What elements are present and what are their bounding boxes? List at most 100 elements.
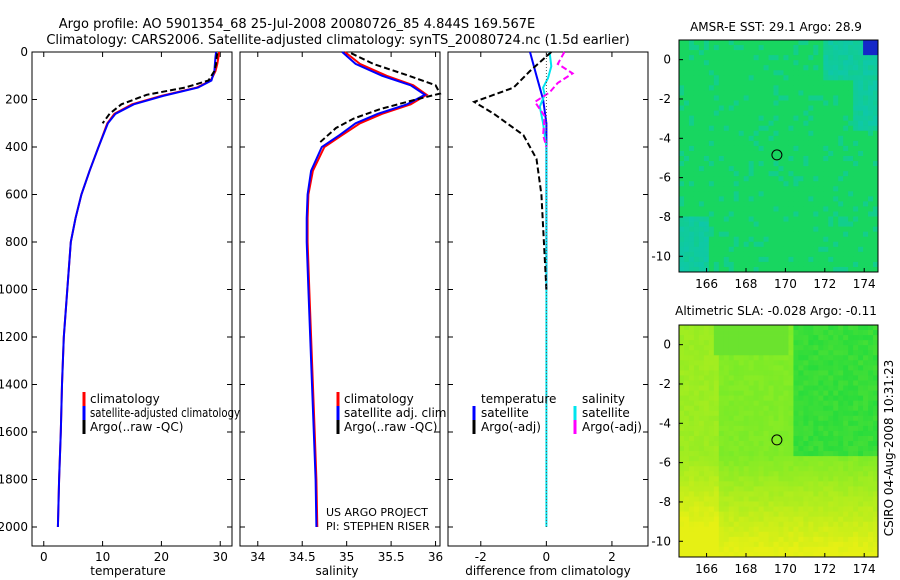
heatmap-cell [679,546,685,553]
salinity-lines [305,51,442,528]
heatmap-cell [823,481,829,487]
heatmap-cell [698,135,705,142]
heatmap-cell [843,95,849,101]
heatmap-cell [748,156,755,162]
heatmap-cell [853,65,859,71]
heatmap-cell [798,266,804,273]
heatmap-cell [788,446,794,452]
heatmap-cell [798,395,804,402]
heatmap-cell [723,55,730,61]
heatmap-cell [758,390,764,397]
heatmap-cell [778,266,784,273]
heatmap-cell [783,246,789,253]
heatmap-cell [863,446,869,452]
heatmap-cell [683,546,690,553]
heatmap-cell [798,355,804,361]
heatmap-cell [863,531,869,538]
heatmap-cell [848,85,854,91]
heatmap-cell [748,120,755,127]
heatmap-cell [853,110,859,117]
heatmap-cell [758,415,764,422]
heatmap-cell [823,241,829,248]
heatmap-cell [823,350,829,356]
heatmap-cell [868,355,874,361]
heatmap-cell [763,355,769,361]
heatmap-cell [863,115,869,122]
heatmap-cell [823,531,829,538]
heatmap-cell [688,120,695,127]
heatmap-cell [713,186,720,192]
heatmap-cell [773,420,779,427]
heatmap-cell [733,70,740,76]
heatmap-cell [713,166,720,172]
map-x-tick-label: 166 [695,277,718,291]
heatmap-cell [708,176,715,182]
heatmap-cell [808,45,814,51]
heatmap-cell [688,446,695,452]
heatmap-cell [733,370,740,376]
heatmap-cell [863,486,869,492]
heatmap-cell [788,335,794,341]
heatmap-cell [808,330,814,336]
heatmap-cell [863,110,869,117]
heatmap-cell [758,496,764,502]
heatmap-cell [863,156,869,162]
heatmap-cell [733,150,740,157]
heatmap-cell [853,176,859,182]
heatmap-cell [738,380,745,386]
heatmap-cell [843,365,849,371]
heatmap-cell [838,330,844,336]
heatmap-cell [853,196,859,202]
heatmap-cell [868,521,874,528]
heatmap-cell [808,171,814,177]
heatmap-cell [808,491,814,497]
heatmap-cell [703,355,710,361]
heatmap-cell [798,456,804,462]
heatmap-cell [863,241,869,248]
heatmap-cell [768,110,774,117]
heatmap-cell [748,420,755,427]
heatmap-cell [828,385,834,391]
heatmap-cell [873,496,879,502]
heatmap-cell [713,350,720,356]
heatmap-cell [698,456,705,462]
heatmap-cell [873,206,879,212]
heatmap-cell [693,420,700,427]
heatmap-cell [808,441,814,447]
heatmap-cell [803,375,809,381]
heatmap-cell [813,385,819,391]
heatmap-cell [748,206,755,212]
heatmap-cell [763,241,769,248]
x-tick-label: 34.5 [289,550,316,564]
heatmap-cell [738,140,745,147]
heatmap-cell [688,70,695,76]
heatmap-cell [713,446,720,452]
heatmap-cell [793,105,799,112]
heatmap-cell [773,360,779,366]
heatmap-cell [818,140,824,147]
heatmap-cell [768,461,774,467]
heatmap-cell [763,236,769,243]
heatmap-cell [683,140,690,147]
heatmap-cell [708,415,715,422]
heatmap-cell [823,385,829,391]
heatmap-cell [728,261,735,268]
heatmap-cell [848,241,854,248]
heatmap-cell [873,420,879,427]
heatmap-cell [863,511,869,518]
heatmap-cell [843,186,849,192]
heatmap-cell [788,400,794,407]
heatmap-cell [768,420,774,427]
heatmap-cell [763,486,769,492]
heatmap-cell [713,236,720,243]
heatmap-cell [708,551,715,558]
heatmap-cell [773,456,779,462]
heatmap-cell [763,350,769,356]
heatmap-cell [838,496,844,502]
heatmap-cell [743,541,750,548]
series-line-salinity-argo-adj [533,51,575,148]
legend-temp-satellite: satellite [481,406,529,420]
heatmap-cell [868,476,874,482]
heatmap-cell [688,335,695,341]
heatmap-cell [808,390,814,397]
